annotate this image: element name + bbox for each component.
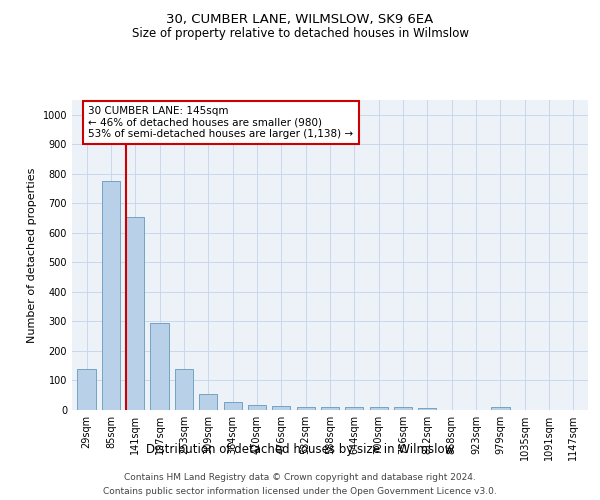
Bar xyxy=(151,323,169,410)
Bar xyxy=(321,407,339,410)
Bar xyxy=(102,181,120,410)
Bar xyxy=(370,407,388,410)
Text: Distribution of detached houses by size in Wilmslow: Distribution of detached houses by size … xyxy=(146,442,454,456)
Bar xyxy=(394,408,412,410)
Bar xyxy=(491,407,509,410)
Y-axis label: Number of detached properties: Number of detached properties xyxy=(27,168,37,342)
Bar xyxy=(345,408,364,410)
Bar xyxy=(175,370,193,410)
Bar xyxy=(418,408,436,410)
Bar xyxy=(272,406,290,410)
Bar xyxy=(77,368,96,410)
Bar xyxy=(248,404,266,410)
Bar xyxy=(199,394,217,410)
Text: Size of property relative to detached houses in Wilmslow: Size of property relative to detached ho… xyxy=(131,28,469,40)
Bar xyxy=(296,407,315,410)
Text: Contains public sector information licensed under the Open Government Licence v3: Contains public sector information licen… xyxy=(103,488,497,496)
Bar xyxy=(126,216,145,410)
Text: 30 CUMBER LANE: 145sqm
← 46% of detached houses are smaller (980)
53% of semi-de: 30 CUMBER LANE: 145sqm ← 46% of detached… xyxy=(88,106,353,139)
Bar xyxy=(224,402,242,410)
Text: 30, CUMBER LANE, WILMSLOW, SK9 6EA: 30, CUMBER LANE, WILMSLOW, SK9 6EA xyxy=(166,12,434,26)
Text: Contains HM Land Registry data © Crown copyright and database right 2024.: Contains HM Land Registry data © Crown c… xyxy=(124,472,476,482)
